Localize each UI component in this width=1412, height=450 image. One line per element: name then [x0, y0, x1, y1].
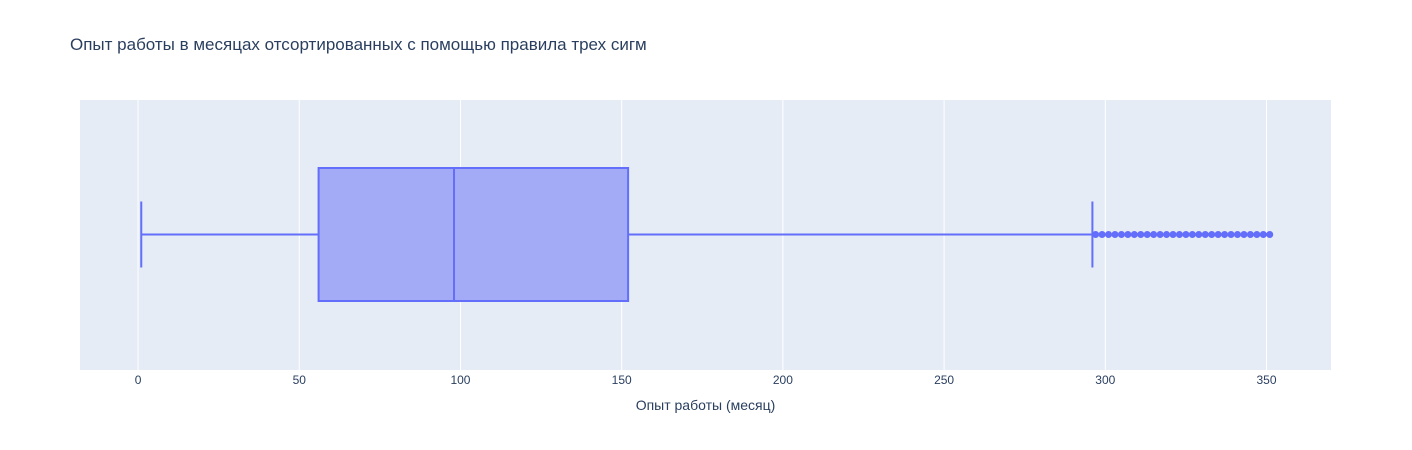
- x-axis-ticks: 0 50 100 150 200 250 300 350: [135, 373, 1277, 387]
- outlier-point: [1175, 231, 1183, 238]
- outlier-point: [1233, 231, 1241, 238]
- outlier-point: [1105, 231, 1113, 238]
- outlier-point: [1246, 231, 1254, 238]
- outlier-point: [1201, 231, 1209, 238]
- iqr-box: [317, 167, 630, 302]
- outlier-point: [1214, 231, 1222, 238]
- outlier-point: [1098, 231, 1106, 238]
- outlier-point: [1163, 231, 1171, 238]
- outlier-point: [1143, 231, 1151, 238]
- x-tick-label: 150: [612, 373, 632, 387]
- outlier-point: [1266, 231, 1274, 238]
- outlier-point: [1137, 231, 1145, 238]
- box-trace[interactable]: [140, 167, 1274, 302]
- outlier-point: [1111, 231, 1119, 238]
- outlier-point: [1259, 231, 1267, 238]
- outlier-point: [1221, 231, 1229, 238]
- x-tick-label: 350: [1256, 373, 1276, 387]
- x-tick-label: 300: [1095, 373, 1115, 387]
- outlier-point: [1150, 231, 1158, 238]
- outlier-point: [1182, 231, 1190, 238]
- outlier-point: [1130, 231, 1138, 238]
- x-tick-label: 0: [135, 373, 142, 387]
- outlier-point: [1169, 231, 1177, 238]
- x-tick-label: 200: [773, 373, 793, 387]
- outlier-point: [1253, 231, 1261, 238]
- outlier-point: [1227, 231, 1235, 238]
- outlier-point: [1195, 231, 1203, 238]
- outlier-point: [1092, 231, 1100, 238]
- x-tick-label: 100: [450, 373, 470, 387]
- outlier-point: [1124, 231, 1132, 238]
- outlier-point: [1117, 231, 1125, 238]
- x-tick-label: 50: [293, 373, 307, 387]
- outlier-point: [1208, 231, 1216, 238]
- x-tick-label: 250: [934, 373, 954, 387]
- chart-title: Опыт работы в месяцах отсортированных с …: [70, 35, 647, 54]
- outlier-point: [1188, 231, 1196, 238]
- outlier-point: [1156, 231, 1164, 238]
- x-axis-title: Опыт работы (месяц): [636, 397, 776, 413]
- outlier-point: [1240, 231, 1248, 238]
